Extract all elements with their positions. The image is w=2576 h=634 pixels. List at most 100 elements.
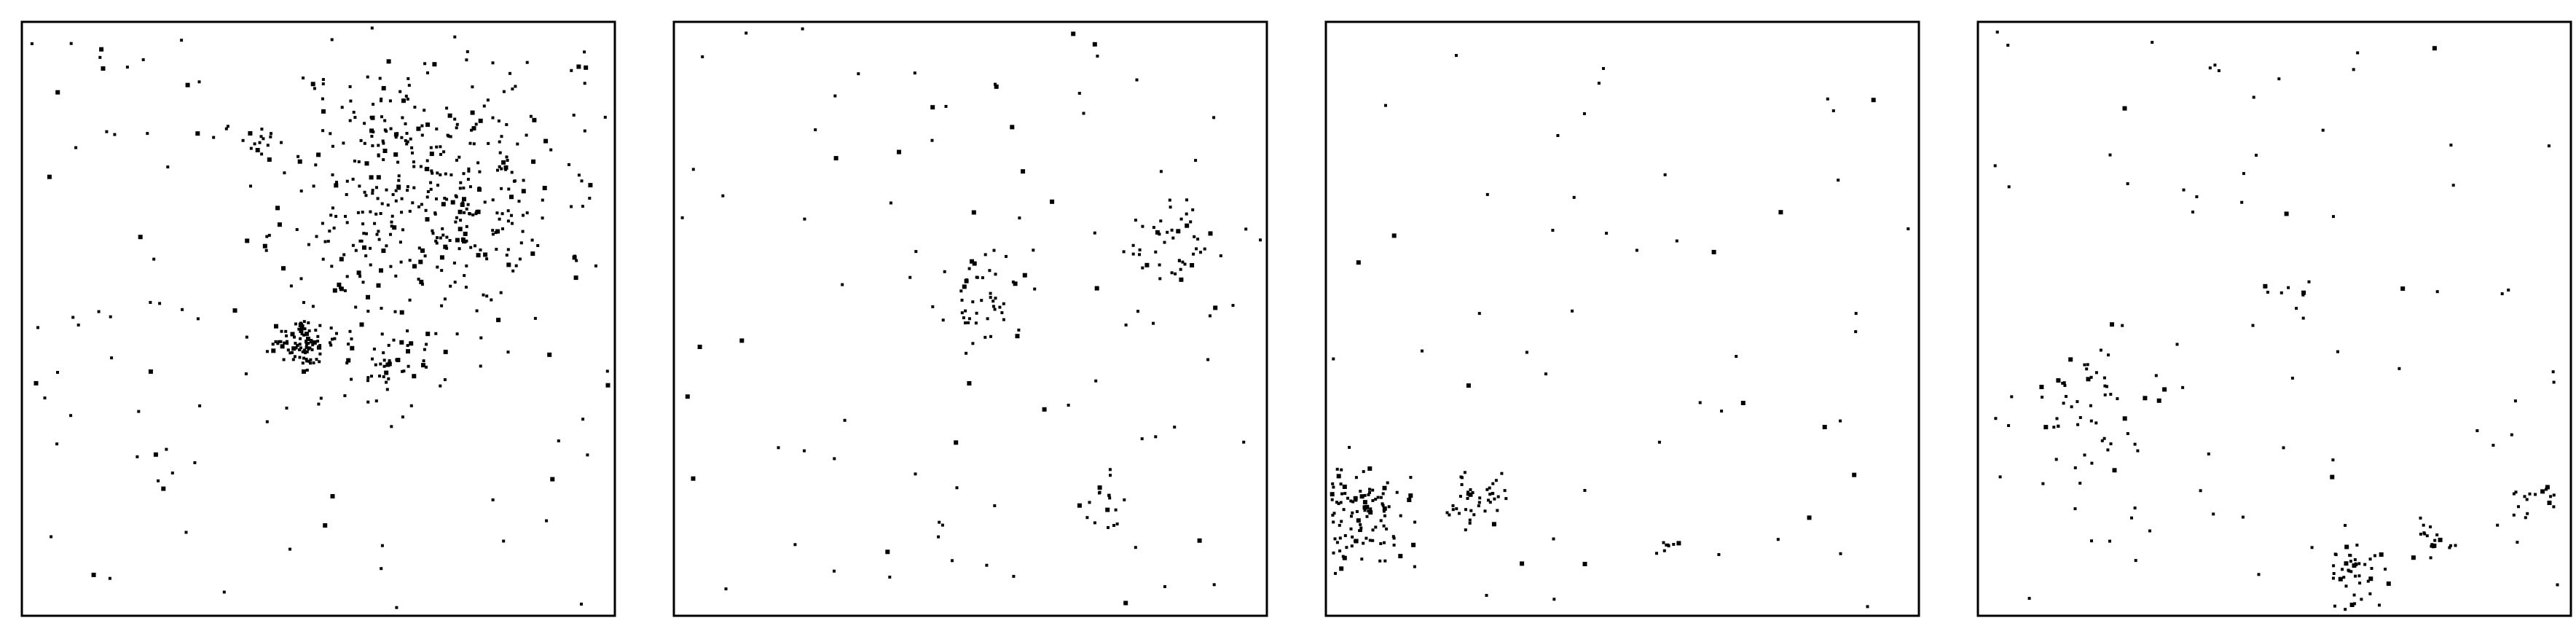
scatter-point bbox=[1378, 559, 1382, 563]
scatter-point bbox=[479, 336, 483, 340]
scatter-point bbox=[380, 97, 383, 101]
scatter-point bbox=[468, 185, 472, 189]
scatter-point bbox=[531, 159, 536, 164]
scatter-point bbox=[1379, 519, 1383, 523]
scatter-point bbox=[137, 410, 141, 413]
scatter-point bbox=[545, 519, 549, 523]
scatter-point bbox=[2349, 603, 2355, 607]
scatter-point bbox=[1368, 510, 1373, 515]
scatter-point bbox=[321, 222, 324, 225]
scatter-point bbox=[500, 212, 504, 216]
scatter-point bbox=[149, 301, 152, 304]
scatter-point bbox=[318, 360, 321, 364]
scatter-point bbox=[2353, 602, 2357, 606]
scatter-point bbox=[2100, 439, 2104, 442]
scatter-point bbox=[443, 349, 448, 354]
scatter-point bbox=[1582, 562, 1587, 566]
scatter-point bbox=[136, 455, 139, 458]
scatter-point bbox=[458, 187, 462, 190]
scatter-point bbox=[525, 133, 528, 137]
scatter-point bbox=[407, 77, 410, 80]
scatter-point bbox=[429, 152, 434, 157]
scatter-point bbox=[468, 212, 471, 215]
scatter-point bbox=[2277, 77, 2281, 81]
scatter-point bbox=[291, 358, 295, 361]
scatter-point bbox=[2357, 562, 2361, 565]
scatter-point bbox=[491, 232, 495, 236]
scatter-point bbox=[498, 217, 501, 221]
scatter-point bbox=[385, 244, 388, 248]
scatter-point bbox=[2083, 453, 2086, 457]
scatter-point bbox=[1500, 471, 1504, 475]
scatter-point bbox=[570, 205, 573, 208]
scatter-point bbox=[1371, 498, 1375, 502]
scatter-point bbox=[1663, 173, 1667, 176]
scatter-point bbox=[2257, 573, 2261, 576]
scatter-point bbox=[1468, 492, 1473, 497]
scatter-point bbox=[385, 380, 388, 384]
scatter-point bbox=[2122, 106, 2127, 111]
scatter-point bbox=[475, 210, 479, 213]
scatter-point bbox=[280, 344, 285, 349]
scatter-point bbox=[406, 344, 409, 348]
scatter-point bbox=[1135, 78, 1139, 82]
scatter-point bbox=[374, 399, 378, 403]
scatter-point bbox=[965, 278, 968, 281]
scatter-point bbox=[1176, 229, 1181, 234]
scatter-point bbox=[404, 122, 407, 125]
scatter-point bbox=[330, 494, 335, 498]
scatter-point bbox=[2429, 525, 2432, 528]
scatter-point bbox=[479, 248, 482, 251]
scatter-point bbox=[30, 42, 34, 45]
scatter-point bbox=[1665, 543, 1668, 547]
scatter-point bbox=[1464, 508, 1467, 512]
scatter-point bbox=[226, 125, 229, 128]
scatter-point bbox=[298, 343, 302, 346]
scatter-point bbox=[2333, 604, 2336, 608]
scatter-point bbox=[345, 179, 349, 183]
scatter-point bbox=[1491, 482, 1495, 485]
scatter-point bbox=[465, 58, 468, 62]
scatter-point bbox=[962, 284, 967, 289]
scatter-point bbox=[2217, 69, 2220, 72]
scatter-point bbox=[423, 62, 427, 66]
scatter-point bbox=[1494, 479, 1498, 482]
scatter-point bbox=[455, 238, 460, 243]
scatter-point bbox=[1174, 272, 1177, 275]
scatter-point bbox=[2373, 554, 2376, 557]
scatter-point bbox=[458, 227, 463, 232]
scatter-point bbox=[297, 159, 302, 164]
scatter-point bbox=[398, 90, 402, 93]
scatter-point bbox=[369, 210, 372, 214]
scatter-point bbox=[487, 141, 490, 145]
scatter-point bbox=[2043, 425, 2049, 430]
scatter-point bbox=[1485, 594, 1488, 597]
scatter-point bbox=[983, 335, 987, 339]
scatter-point bbox=[431, 229, 434, 232]
scatter-point bbox=[1675, 239, 1678, 243]
scatter-point bbox=[2433, 539, 2437, 542]
scatter-point bbox=[275, 206, 280, 211]
scatter-point bbox=[1384, 103, 1387, 107]
scatter-point bbox=[1136, 310, 1139, 313]
scatter-point bbox=[2062, 381, 2066, 385]
scatter-point bbox=[2181, 386, 2185, 389]
scatter-point bbox=[980, 299, 983, 302]
scatter-point bbox=[1478, 496, 1482, 500]
scatter-point bbox=[1469, 509, 1473, 512]
scatter-point bbox=[282, 358, 286, 361]
scatter-point bbox=[2057, 424, 2060, 428]
scatter-point bbox=[981, 276, 984, 280]
scatter-point bbox=[2126, 182, 2129, 186]
scatter-point bbox=[1339, 566, 1344, 571]
scatter-point bbox=[439, 384, 442, 388]
scatter-point bbox=[2083, 363, 2086, 367]
scatter-point bbox=[372, 103, 375, 106]
scatter-point bbox=[2360, 598, 2363, 601]
scatter-point bbox=[1108, 496, 1112, 500]
scatter-point bbox=[298, 356, 302, 359]
scatter-point bbox=[366, 379, 369, 383]
scatter-point bbox=[1597, 82, 1601, 85]
scatter-point bbox=[1520, 561, 1525, 566]
scatter-point bbox=[833, 457, 836, 461]
